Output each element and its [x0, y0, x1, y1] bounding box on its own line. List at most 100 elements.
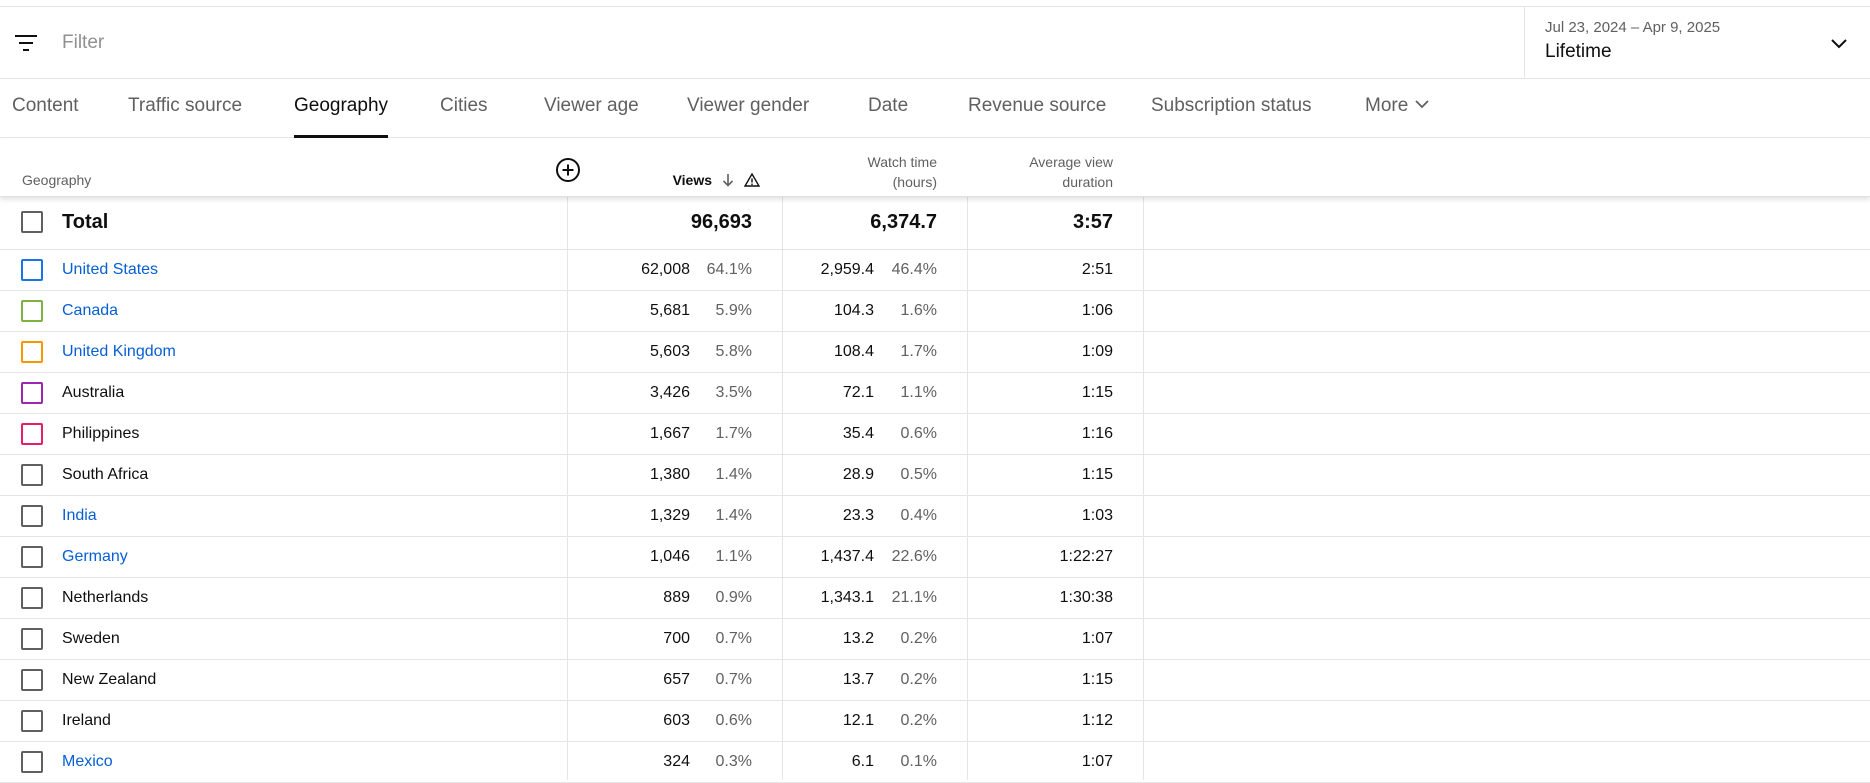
watch-time-percent: 22.6%	[891, 548, 937, 565]
watch-time-percent: 0.6%	[900, 425, 937, 442]
views-percent: 3.5%	[715, 384, 752, 401]
warning-icon[interactable]	[744, 172, 760, 188]
watch-time-percent: 46.4%	[891, 261, 937, 278]
avg-duration-value: 1:09	[1081, 343, 1113, 360]
table-header: Geography Views Watch time (hours) Avera…	[0, 139, 1870, 197]
tab-subscription-status[interactable]: Subscription status	[1151, 95, 1312, 116]
avg-duration-value: 1:16	[1081, 425, 1113, 442]
header-geography[interactable]: Geography	[22, 172, 92, 188]
views-percent: 0.9%	[715, 589, 752, 606]
header-views-label: Views	[672, 172, 712, 188]
watch-time-percent: 0.2%	[900, 671, 937, 688]
row-checkbox[interactable]	[21, 628, 43, 650]
watch-time-percent: 0.5%	[900, 466, 937, 483]
total-views: 96,693	[690, 211, 752, 233]
country-name[interactable]: United Kingdom	[62, 343, 176, 360]
row-checkbox[interactable]	[21, 751, 43, 773]
add-column-icon[interactable]	[555, 157, 581, 183]
watch-time-percent: 0.2%	[900, 630, 937, 647]
table-row: Mexico 324 0.3% 6.1 0.1% 1:07	[0, 742, 1870, 783]
views-percent: 5.8%	[715, 343, 752, 360]
filter-input[interactable]	[62, 27, 462, 59]
country-name[interactable]: Mexico	[62, 753, 113, 770]
country-name: Sweden	[62, 630, 120, 647]
tab-date[interactable]: Date	[868, 95, 909, 116]
column-divider	[1143, 139, 1144, 780]
avg-duration-value: 1:15	[1081, 466, 1113, 483]
row-checkbox[interactable]	[21, 259, 43, 281]
chevron-down-icon	[1415, 100, 1429, 109]
tab-cities[interactable]: Cities	[440, 95, 488, 116]
avg-duration-value: 1:06	[1081, 302, 1113, 319]
tab-viewer-age[interactable]: Viewer age	[544, 95, 639, 116]
row-checkbox[interactable]	[21, 587, 43, 609]
header-views[interactable]: Views	[673, 172, 760, 188]
views-value: 3,426	[649, 384, 690, 401]
tab-more[interactable]: More	[1365, 80, 1430, 138]
country-name[interactable]: Canada	[62, 302, 119, 319]
views-value: 889	[663, 589, 690, 606]
header-average-view-duration[interactable]: Average view duration	[1029, 152, 1113, 192]
filter-icon[interactable]	[14, 31, 40, 55]
watch-time-value: 2,959.4	[820, 261, 874, 278]
filter-bar: Jul 23, 2024 – Apr 9, 2025 Lifetime	[0, 7, 1870, 79]
date-range-label: Jul 23, 2024 – Apr 9, 2025	[1545, 19, 1721, 36]
total-checkbox[interactable]	[21, 211, 43, 233]
column-divider	[782, 139, 783, 780]
avg-duration-value: 1:30:38	[1059, 589, 1113, 606]
tab-content[interactable]: Content	[12, 95, 79, 116]
avg-duration-value: 1:15	[1081, 671, 1113, 688]
watch-time-value: 108.4	[833, 343, 874, 360]
views-value: 324	[663, 753, 690, 770]
table-row: United Kingdom 5,603 5.8% 108.4 1.7% 1:09	[0, 332, 1870, 373]
avg-duration-value: 1:03	[1081, 507, 1113, 524]
tab-revenue-source[interactable]: Revenue source	[968, 95, 1107, 116]
table-row: Sweden 700 0.7% 13.2 0.2% 1:07	[0, 619, 1870, 660]
header-watch-time[interactable]: Watch time (hours)	[868, 152, 938, 192]
row-checkbox[interactable]	[21, 423, 43, 445]
country-name[interactable]: United States	[62, 261, 159, 278]
table-row: Germany 1,046 1.1% 1,437.4 22.6% 1:22:27	[0, 537, 1870, 578]
country-name: Australia	[62, 384, 125, 401]
row-checkbox[interactable]	[21, 546, 43, 568]
views-percent: 64.1%	[706, 261, 752, 278]
row-checkbox[interactable]	[21, 710, 43, 732]
views-value: 62,008	[641, 261, 690, 278]
watch-time-value: 13.7	[842, 671, 874, 688]
watch-time-percent: 0.2%	[900, 712, 937, 729]
views-percent: 0.3%	[715, 753, 752, 770]
watch-time-percent: 0.4%	[900, 507, 937, 524]
row-checkbox[interactable]	[21, 464, 43, 486]
views-value: 657	[663, 671, 690, 688]
row-checkbox[interactable]	[21, 300, 43, 322]
total-label: Total	[62, 211, 109, 233]
views-value: 5,603	[649, 343, 690, 360]
chevron-down-icon	[1831, 39, 1847, 49]
table-row: Philippines 1,667 1.7% 35.4 0.6% 1:16	[0, 414, 1870, 455]
country-name: Philippines	[62, 425, 140, 442]
watch-time-value: 6.1	[851, 753, 874, 770]
header-avg-line2: duration	[1062, 174, 1113, 190]
watch-time-percent: 21.1%	[891, 589, 937, 606]
avg-duration-value: 1:07	[1081, 753, 1113, 770]
row-checkbox[interactable]	[21, 382, 43, 404]
tab-viewer-gender[interactable]: Viewer gender	[687, 95, 810, 116]
tab-geography[interactable]: Geography	[294, 80, 389, 138]
tab-more-label: More	[1365, 95, 1409, 116]
tab-traffic-source[interactable]: Traffic source	[128, 95, 243, 116]
views-value: 1,329	[649, 507, 690, 524]
views-value: 5,681	[649, 302, 690, 319]
row-checkbox[interactable]	[21, 505, 43, 527]
row-checkbox[interactable]	[21, 341, 43, 363]
views-percent: 1.1%	[715, 548, 752, 565]
table-row: United States 62,008 64.1% 2,959.4 46.4% 2:51	[0, 250, 1870, 291]
country-name[interactable]: India	[62, 507, 97, 524]
country-name: Ireland	[62, 712, 111, 729]
date-range-picker[interactable]: Jul 23, 2024 – Apr 9, 2025 Lifetime	[1524, 7, 1870, 79]
country-name[interactable]: Germany	[62, 548, 128, 565]
table-row: India 1,329 1.4% 23.3 0.4% 1:03	[0, 496, 1870, 537]
row-checkbox[interactable]	[21, 669, 43, 691]
watch-time-percent: 1.6%	[900, 302, 937, 319]
watch-time-value: 28.9	[842, 466, 874, 483]
views-value: 1,046	[649, 548, 690, 565]
